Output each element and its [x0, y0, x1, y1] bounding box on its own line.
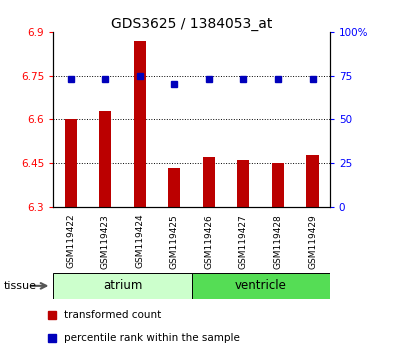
Bar	[99, 111, 111, 207]
Text: percentile rank within the sample: percentile rank within the sample	[64, 332, 240, 343]
Bar	[53, 273, 192, 299]
Bar	[272, 163, 284, 207]
Text: GSM119429: GSM119429	[308, 214, 317, 269]
Text: GSM119424: GSM119424	[135, 214, 144, 268]
Text: GSM119422: GSM119422	[66, 214, 75, 268]
Text: atrium: atrium	[103, 279, 142, 292]
Bar	[134, 41, 146, 207]
Text: GSM119428: GSM119428	[273, 214, 282, 269]
Bar	[307, 154, 319, 207]
Text: GSM119427: GSM119427	[239, 214, 248, 269]
Text: GSM119425: GSM119425	[170, 214, 179, 269]
Bar	[237, 160, 250, 207]
Text: ventricle: ventricle	[235, 279, 287, 292]
Text: GSM119423: GSM119423	[101, 214, 110, 269]
Bar	[64, 120, 77, 207]
Text: GSM119426: GSM119426	[204, 214, 213, 269]
Bar	[203, 158, 215, 207]
Bar	[168, 168, 181, 207]
Title: GDS3625 / 1384053_at: GDS3625 / 1384053_at	[111, 17, 272, 31]
Text: tissue: tissue	[4, 281, 37, 291]
Text: transformed count: transformed count	[64, 309, 162, 320]
Bar	[192, 273, 330, 299]
